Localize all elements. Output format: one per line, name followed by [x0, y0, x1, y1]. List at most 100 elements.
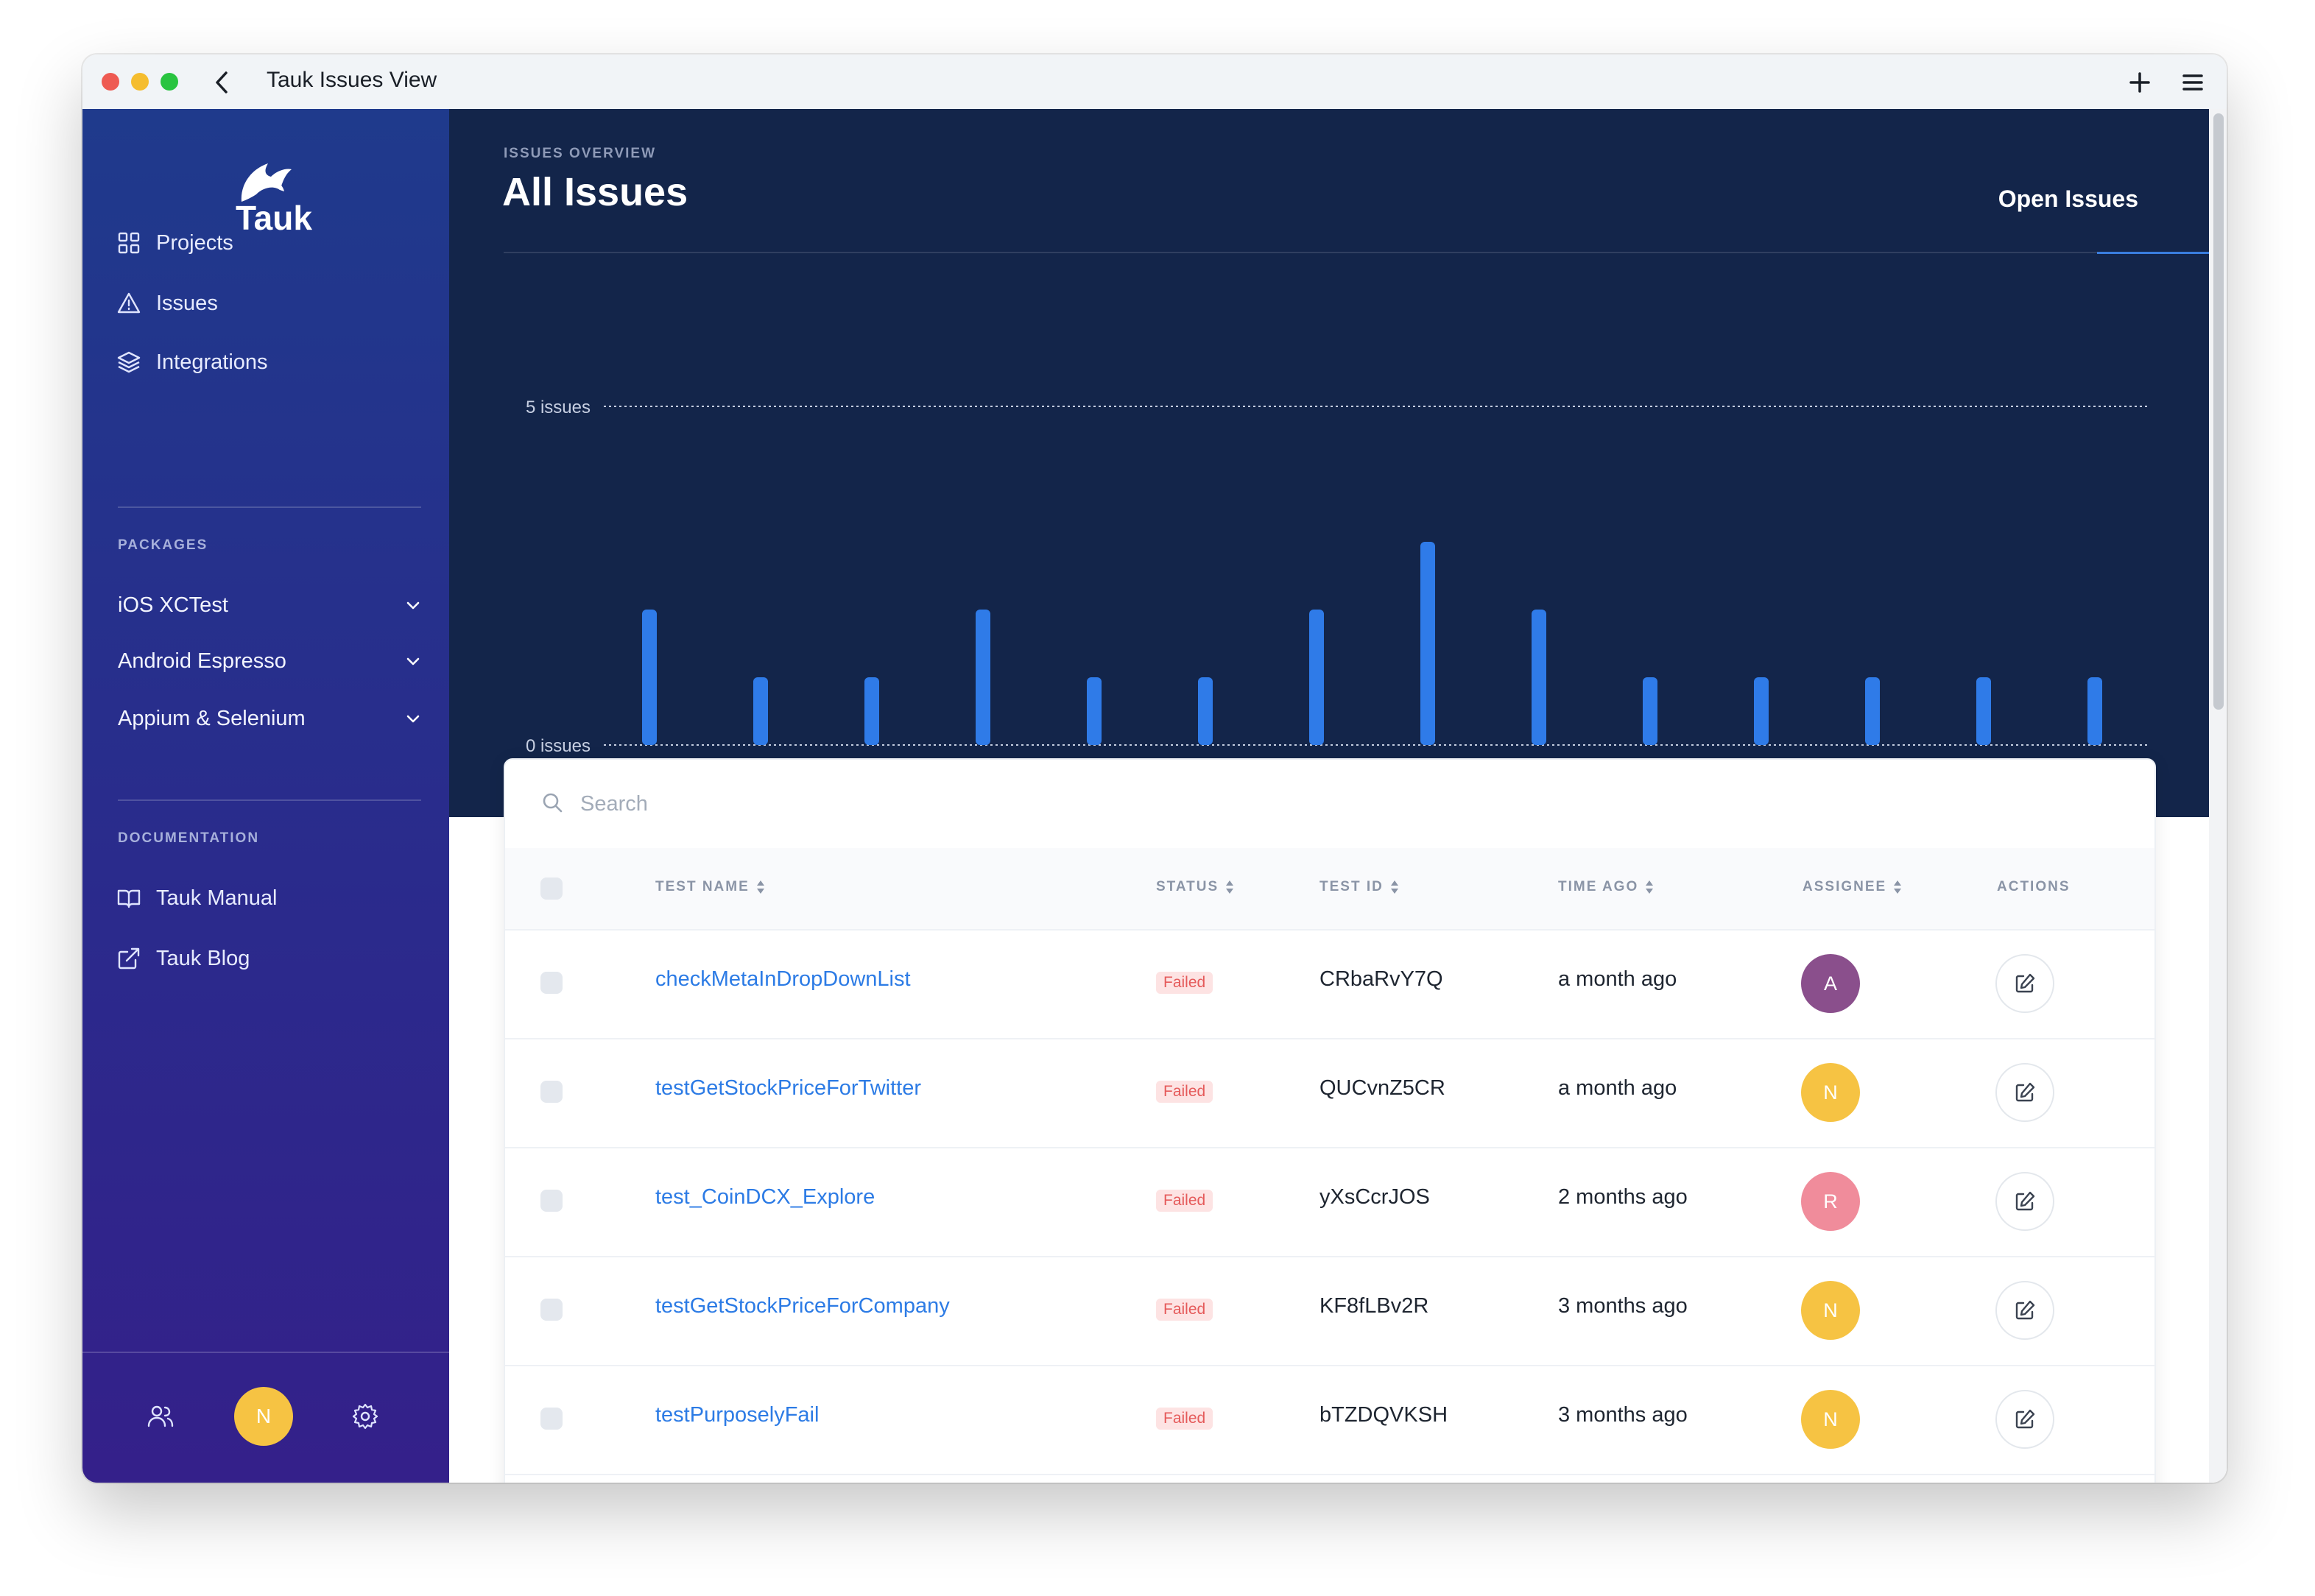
column-header-test-id[interactable]: TEST ID	[1319, 879, 1400, 895]
time-ago: a month ago	[1558, 967, 1677, 991]
chart-bar[interactable]	[1754, 677, 1769, 745]
issues-overview-panel: ISSUES OVERVIEW All Issues Open Issues 5…	[449, 109, 2227, 827]
scrollbar-thumb[interactable]	[2213, 113, 2224, 710]
status-badge: Failed	[1156, 1081, 1213, 1103]
chart-bar[interactable]	[976, 610, 990, 745]
tab-open-issues[interactable]: Open Issues	[1998, 186, 2138, 212]
app-window: Tauk Issues View Tauk Projects Issues In…	[82, 54, 2227, 1483]
test-name-link[interactable]: test_CoinDCX_Explore	[655, 1185, 875, 1209]
column-label: ASSIGNEE	[1803, 879, 1887, 894]
search-bar	[505, 760, 2154, 850]
sidebar-item-tauk-manual[interactable]: Tauk Manual	[116, 879, 277, 917]
sidebar-item-integrations[interactable]: Integrations	[116, 343, 268, 381]
assignee-avatar[interactable]: N	[1801, 1390, 1860, 1449]
package-appium-selenium[interactable]: Appium & Selenium	[118, 699, 423, 738]
chart-bar[interactable]	[1643, 677, 1657, 745]
table-row: testPurposelyFail Failed bTZDQVKSH 3 mon…	[505, 1365, 2154, 1475]
column-label: TIME AGO	[1558, 879, 1639, 894]
row-checkbox[interactable]	[540, 1081, 563, 1103]
test-name-link[interactable]: checkMetaInDropDownList	[655, 967, 911, 991]
search-input[interactable]	[579, 785, 1907, 823]
tab-active-indicator	[2097, 252, 2227, 254]
assignee-avatar[interactable]: R	[1801, 1172, 1860, 1231]
test-id: KF8fLBv2R	[1319, 1294, 1429, 1318]
edit-icon	[2015, 973, 2035, 993]
title-bar: Tauk Issues View	[82, 54, 2227, 110]
package-label: iOS XCTest	[118, 593, 228, 617]
edit-button[interactable]	[1995, 1172, 2054, 1231]
column-label: TEST ID	[1319, 879, 1384, 894]
users-icon[interactable]	[146, 1402, 175, 1431]
sidebar-divider	[118, 506, 421, 508]
status-badge: Failed	[1156, 1408, 1213, 1430]
sort-icon	[1646, 880, 1654, 894]
sidebar-item-projects[interactable]: Projects	[116, 224, 233, 262]
test-name-link[interactable]: testGetStockPriceForTwitter	[655, 1076, 921, 1100]
packages-heading: PACKAGES	[118, 537, 208, 553]
layers-icon	[117, 351, 141, 373]
warning-icon	[117, 292, 141, 314]
test-id: QUCvnZ5CR	[1319, 1076, 1445, 1100]
chart-bar[interactable]	[864, 677, 879, 745]
test-id: CRbaRvY7Q	[1319, 967, 1443, 991]
sidebar-item-label: Tauk Blog	[156, 946, 250, 970]
edit-button[interactable]	[1995, 1281, 2054, 1340]
plus-icon[interactable]	[2124, 66, 2156, 99]
package-ios-xctest[interactable]: iOS XCTest	[118, 586, 423, 624]
column-header-test-name[interactable]: TEST NAME	[655, 879, 766, 895]
assignee-avatar[interactable]: A	[1801, 954, 1860, 1013]
edit-button[interactable]	[1995, 1063, 2054, 1122]
close-window-button[interactable]	[102, 73, 119, 91]
y-tick-label: 5 issues	[526, 398, 591, 417]
chart-bar[interactable]	[1420, 542, 1435, 745]
test-name-link[interactable]: testGetStockPriceForCompany	[655, 1294, 950, 1318]
time-ago: 3 months ago	[1558, 1403, 1688, 1427]
sidebar-item-issues[interactable]: Issues	[116, 284, 218, 322]
chart-bar[interactable]	[2087, 677, 2102, 745]
chart-bar[interactable]	[1087, 677, 1102, 745]
chart-bar[interactable]	[1309, 610, 1324, 745]
column-header-time-ago[interactable]: TIME AGO	[1558, 879, 1655, 895]
edit-button[interactable]	[1995, 1390, 2054, 1449]
chart-bar[interactable]	[1865, 677, 1880, 745]
sort-icon	[756, 880, 764, 894]
row-checkbox[interactable]	[540, 1408, 563, 1430]
sidebar-item-tauk-blog[interactable]: Tauk Blog	[116, 939, 250, 978]
back-arrow-icon[interactable]	[206, 66, 239, 99]
zoom-window-button[interactable]	[161, 73, 178, 91]
column-label: STATUS	[1156, 879, 1219, 894]
select-all-checkbox[interactable]	[540, 878, 563, 900]
chart-bar[interactable]	[1198, 677, 1213, 745]
test-name-link[interactable]: testPurposelyFail	[655, 1403, 820, 1427]
edit-button[interactable]	[1995, 954, 2054, 1013]
y-tick-label: 0 issues	[526, 736, 591, 756]
chart-bar[interactable]	[753, 677, 768, 745]
hamburger-menu-icon[interactable]	[2177, 66, 2209, 99]
assignee-avatar[interactable]: N	[1801, 1063, 1860, 1122]
chart-bar[interactable]	[642, 610, 657, 745]
sidebar-item-label: Integrations	[156, 350, 268, 374]
row-checkbox[interactable]	[540, 972, 563, 994]
minimize-window-button[interactable]	[131, 73, 149, 91]
assignee-avatar[interactable]: N	[1801, 1281, 1860, 1340]
book-icon	[117, 889, 141, 908]
tauk-logo[interactable]: Tauk	[212, 156, 323, 237]
gear-icon[interactable]	[350, 1402, 380, 1431]
chart-bar[interactable]	[1532, 610, 1546, 745]
table-header: TEST NAME STATUS TEST ID TIME AGO ASSIGN…	[505, 848, 2154, 931]
scrollbar-track[interactable]	[2209, 109, 2227, 1483]
chart-bar[interactable]	[1976, 677, 1991, 745]
package-android-espresso[interactable]: Android Espresso	[118, 642, 423, 680]
user-avatar[interactable]: N	[234, 1387, 293, 1446]
external-link-icon	[118, 947, 140, 970]
sort-icon	[1894, 880, 1902, 894]
column-header-assignee[interactable]: ASSIGNEE	[1803, 879, 1903, 895]
column-header-status[interactable]: STATUS	[1156, 879, 1235, 895]
edit-icon	[2015, 1082, 2035, 1102]
row-checkbox[interactable]	[540, 1299, 563, 1321]
page-eyebrow: ISSUES OVERVIEW	[504, 146, 657, 161]
column-label: TEST NAME	[655, 879, 750, 894]
row-checkbox[interactable]	[540, 1190, 563, 1212]
package-label: Android Espresso	[118, 649, 286, 673]
